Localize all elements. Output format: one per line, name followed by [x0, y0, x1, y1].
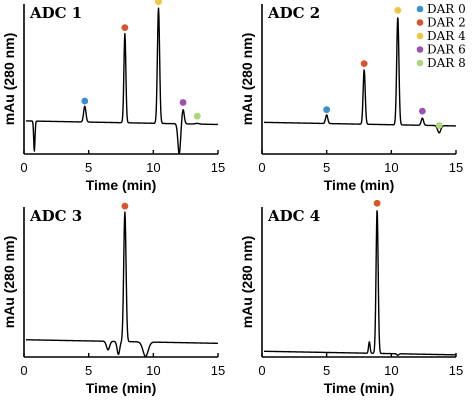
legend-item: DAR 8 — [416, 56, 466, 70]
x-tick-label: 15 — [449, 363, 463, 378]
peak-marker-dar-6 — [179, 99, 187, 106]
x-tick-label: 0 — [258, 363, 265, 378]
legend-item: DAR 0 — [416, 2, 466, 16]
x-tick-label: 5 — [85, 160, 92, 175]
peak-marker-dar-8 — [435, 122, 443, 129]
legend-marker — [416, 32, 424, 40]
x-tick-label: 0 — [20, 160, 27, 175]
chart-panel-1: 0 5 10 15 Time (min) mAu (280 nm) ADC 1 — [1, 0, 225, 193]
x-axis-label: Time (min) — [86, 177, 157, 193]
x-tick-label: 15 — [211, 160, 225, 175]
chart-panel-2: 0 5 10 15 Time (min) mAu (280 nm) ADC 2 — [239, 4, 463, 193]
legend-label: DAR 4 — [427, 29, 466, 43]
peak-marker-dar-2 — [121, 24, 129, 31]
panel-title: ADC 3 — [29, 207, 82, 225]
peak-marker-dar-8 — [193, 112, 201, 120]
legend-marker — [416, 59, 424, 67]
legend-label: DAR 0 — [427, 2, 466, 16]
legend-label: DAR 8 — [427, 56, 466, 70]
legend-item: DAR 2 — [416, 16, 466, 30]
legend-marker — [416, 46, 424, 53]
peak-marker-dar-6 — [418, 107, 426, 115]
legend-marker — [416, 19, 424, 26]
x-axis-label: Time (min) — [86, 380, 157, 396]
y-axis-label: mAu (280 nm) — [239, 236, 255, 329]
panel-title: ADC 4 — [267, 207, 320, 225]
chromatogram-trace — [263, 210, 457, 356]
x-tick-label: 15 — [449, 160, 463, 175]
x-tick-label: 10 — [384, 160, 398, 175]
x-tick-label: 5 — [85, 363, 92, 378]
x-axis-label: Time (min) — [324, 380, 395, 396]
chart-panel-4: 0 5 10 15 Time (min) mAu (280 nm) ADC 4 — [239, 199, 463, 396]
chromatogram-trace — [263, 17, 457, 134]
peak-marker-dar-4 — [394, 6, 402, 14]
peak-marker-dar-2 — [360, 60, 368, 67]
peak-marker-dar-2 — [121, 202, 129, 210]
peak-marker-dar-4 — [155, 0, 162, 6]
legend-label: DAR 6 — [427, 43, 466, 57]
x-tick-label: 0 — [20, 363, 27, 378]
legend-label: DAR 2 — [427, 16, 466, 30]
chromatogram-trace — [25, 211, 219, 358]
legend-item: DAR 6 — [416, 43, 466, 57]
x-tick-label: 5 — [323, 160, 330, 175]
y-axis-label: mAu (280 nm) — [1, 236, 17, 329]
x-tick-label: 5 — [323, 363, 330, 378]
peak-marker-dar-2 — [373, 199, 381, 207]
x-tick-label: 10 — [146, 160, 160, 175]
peak-marker-dar-0 — [323, 106, 331, 114]
y-axis-label: mAu (280 nm) — [1, 33, 17, 126]
x-tick-label: 0 — [258, 160, 265, 175]
x-tick-label: 10 — [146, 363, 160, 378]
chart-panel-3: 0 5 10 15 Time (min) mAu (280 nm) ADC 3 — [1, 202, 225, 396]
legend-item: DAR 4 — [416, 29, 466, 43]
x-tick-label: 15 — [211, 363, 225, 378]
chromatogram-trace — [25, 7, 219, 155]
legend-marker — [416, 5, 424, 13]
chart-panels: 0 5 10 15 Time (min) mAu (280 nm) ADC 1 0 5 10 15 T… — [1, 0, 463, 396]
panel-title: ADC 2 — [267, 4, 320, 22]
x-tick-label: 10 — [384, 363, 398, 378]
peak-marker-dar-0 — [81, 97, 89, 105]
y-axis-label: mAu (280 nm) — [239, 33, 255, 126]
x-axis-label: Time (min) — [324, 177, 395, 193]
panel-title: ADC 1 — [29, 4, 82, 22]
